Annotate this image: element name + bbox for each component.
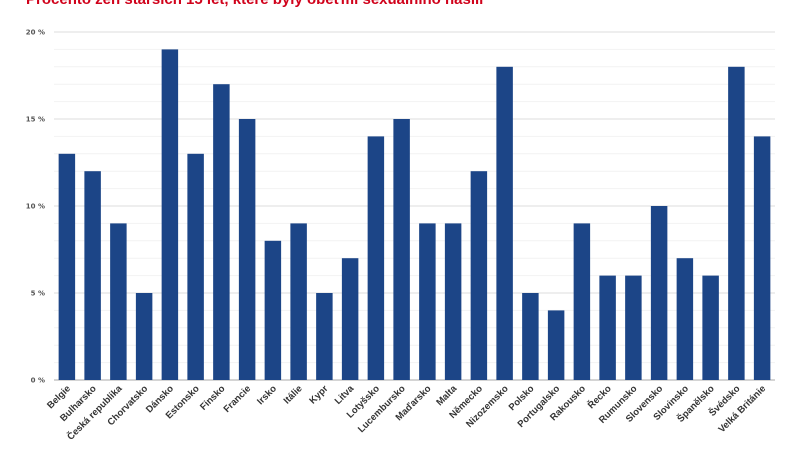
y-tick-label: 5 % — [31, 290, 45, 298]
bar — [367, 136, 385, 380]
chart-title: Procento žen starších 15 let, které byly… — [26, 0, 483, 8]
bar — [58, 153, 76, 380]
bar — [84, 171, 101, 380]
bar — [316, 293, 333, 380]
bar — [599, 275, 616, 380]
bar — [728, 66, 745, 381]
bar — [213, 84, 230, 380]
y-tick-label: 20 % — [26, 29, 45, 37]
bar — [341, 258, 359, 380]
bar — [753, 136, 771, 380]
bar — [238, 119, 256, 380]
bar — [625, 275, 642, 380]
x-tick-label: Kypr — [307, 383, 330, 406]
y-tick-label: 15 % — [26, 116, 45, 124]
bar — [522, 293, 539, 380]
bar — [444, 223, 462, 380]
bar — [702, 275, 719, 380]
bar — [110, 223, 127, 380]
bar — [573, 223, 591, 380]
bar — [187, 153, 204, 380]
bar — [264, 240, 282, 380]
bar — [547, 310, 565, 380]
bar — [290, 223, 307, 380]
bar — [470, 171, 488, 380]
x-tick-label: Irsko — [255, 383, 279, 407]
y-tick-label: 0 % — [31, 377, 45, 385]
bar — [393, 119, 410, 380]
bar — [419, 223, 436, 380]
x-tick-label: Francie — [222, 383, 254, 415]
bar — [161, 49, 179, 381]
bar — [650, 206, 668, 380]
bar — [676, 258, 694, 380]
bar — [496, 66, 513, 381]
y-tick-label: 10 % — [26, 203, 45, 211]
x-tick-label: Itálie — [282, 383, 305, 406]
bar — [135, 293, 153, 380]
